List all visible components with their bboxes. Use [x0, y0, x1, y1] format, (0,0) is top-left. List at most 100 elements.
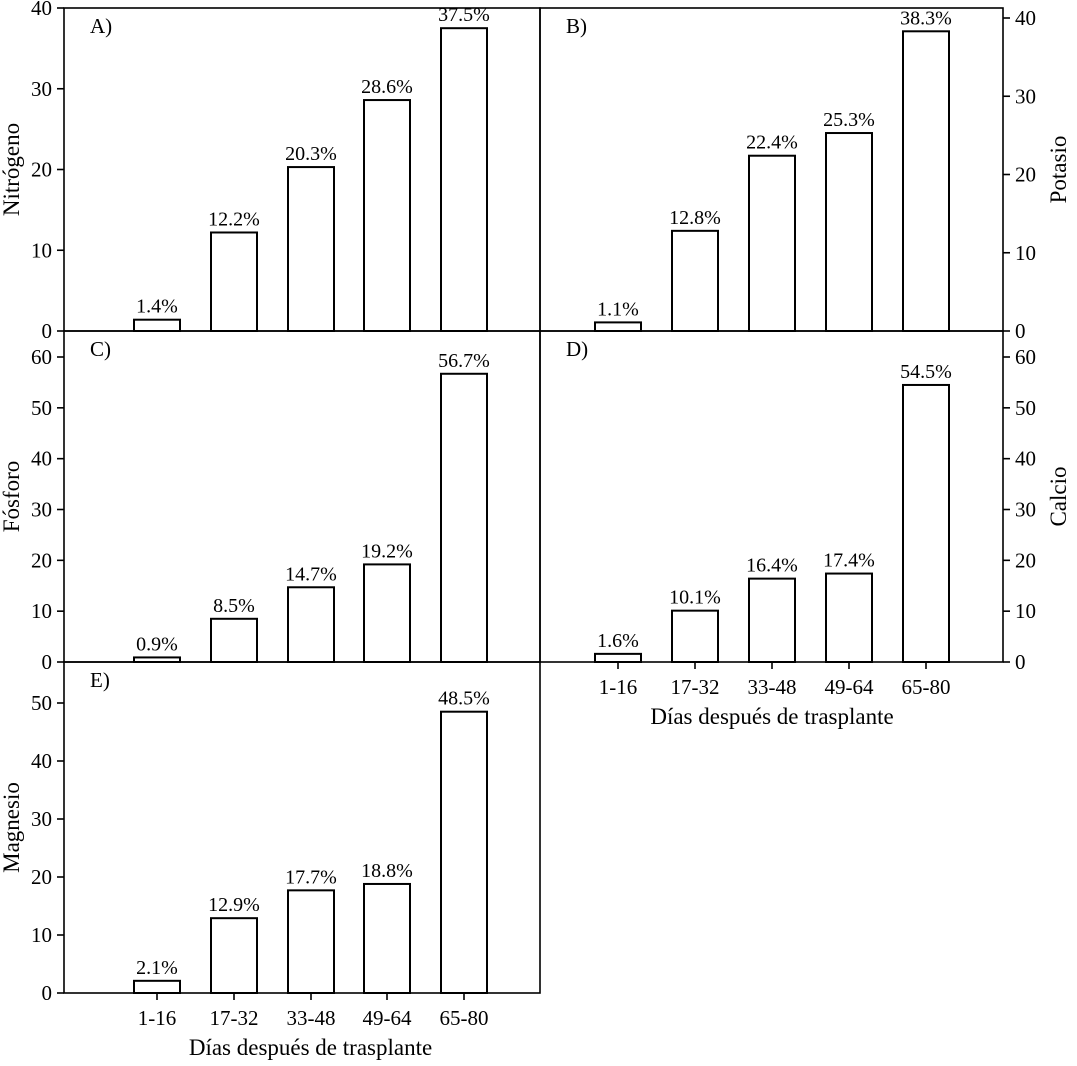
panel-label: E): [90, 668, 110, 692]
x-tick-label: 17-32: [671, 675, 720, 699]
data-label: 16.4%: [746, 555, 798, 577]
bar-17-32: [671, 229, 719, 332]
y-tick-label: 60: [31, 345, 52, 369]
bar-65-80: [902, 30, 950, 333]
data-label: 19.2%: [361, 540, 413, 562]
x-tick-label: 49-64: [363, 1006, 412, 1030]
data-label: 18.8%: [361, 860, 413, 882]
data-label: 22.4%: [746, 132, 798, 154]
y-tick-label: 20: [31, 158, 52, 182]
y-tick-label: 10: [1015, 241, 1036, 265]
bar-49-64: [363, 882, 411, 995]
y-axis-label: Calcio: [1046, 466, 1071, 526]
panel-label: B): [566, 14, 587, 38]
bar-49-64: [363, 563, 411, 664]
data-label: 1.4%: [136, 296, 178, 318]
data-label: 10.1%: [669, 587, 721, 609]
bar-17-32: [210, 917, 258, 994]
x-tick-label: 65-80: [440, 1006, 489, 1030]
bar-65-80: [440, 710, 488, 994]
bar-33-48: [287, 166, 335, 332]
data-label: 38.3%: [900, 7, 952, 29]
x-axis-title: Días después de trasplante: [650, 704, 893, 729]
y-tick-label: 10: [31, 599, 52, 623]
bar-33-48: [748, 577, 796, 664]
bar-1-16: [594, 321, 642, 332]
panel-label: C): [90, 337, 111, 361]
bar-65-80: [902, 383, 950, 663]
y-tick-label: 0: [42, 319, 53, 343]
y-tick-label: 40: [1015, 6, 1036, 30]
y-tick-label: 0: [1015, 650, 1026, 674]
x-axis-title: Días después de trasplante: [189, 1035, 432, 1060]
y-tick-label: 30: [1015, 498, 1036, 522]
data-label: 12.2%: [208, 208, 260, 230]
y-tick-label: 30: [31, 77, 52, 101]
data-label: 1.1%: [597, 298, 639, 320]
panel-d: D) 0 10 20 30 40 50 60 Calcio 1.6% 10.1% 16.4% 17.4%…: [539, 330, 1071, 729]
bar-33-48: [287, 586, 335, 664]
y-tick-label: 0: [1015, 319, 1026, 343]
y-tick-label: 30: [1015, 84, 1036, 108]
bar-49-64: [825, 572, 873, 663]
panel-label: A): [90, 14, 112, 38]
y-tick-label: 20: [1015, 163, 1036, 187]
y-tick-label: 50: [31, 396, 52, 420]
bar-1-16: [133, 318, 181, 333]
bar-17-32: [671, 609, 719, 663]
bar-49-64: [825, 132, 873, 332]
x-tick-label: 1-16: [138, 1006, 177, 1030]
bar-65-80: [440, 27, 488, 332]
data-label: 17.7%: [285, 866, 337, 888]
bar-1-16: [594, 652, 642, 663]
data-label: 25.3%: [823, 109, 875, 131]
y-tick-label: 40: [31, 749, 52, 773]
y-axis-label: Potasio: [1046, 136, 1071, 204]
y-axis-label: Magnesio: [0, 782, 24, 873]
bar-17-32: [210, 617, 258, 664]
y-axis-label: Fósforo: [0, 461, 24, 533]
y-tick-label: 50: [31, 691, 52, 715]
data-label: 54.5%: [900, 361, 952, 383]
data-label: 56.7%: [438, 350, 490, 372]
panel-e: E) 0 10 20 30 40 50 Magnesio 2.1% 12.9% 17.7% 18.8%…: [0, 661, 541, 1060]
y-tick-label: 20: [1015, 548, 1036, 572]
panel-b: B) 0 10 20 30 40 Potasio 1.1% 12.8% 22.4% 25.3% 38.…: [539, 6, 1071, 343]
data-label: 12.9%: [208, 894, 260, 916]
x-tick-label: 1-16: [599, 675, 638, 699]
bar-1-16: [133, 979, 181, 995]
y-tick-label: 0: [42, 981, 53, 1005]
data-label: 8.5%: [213, 595, 255, 617]
x-tick-label: 49-64: [825, 675, 874, 699]
y-tick-label: 0: [42, 650, 53, 674]
data-label: 0.9%: [136, 633, 178, 655]
y-tick-label: 40: [1015, 447, 1036, 471]
panel-label: D): [566, 337, 588, 361]
x-tick-label: 33-48: [748, 675, 797, 699]
y-tick-label: 10: [1015, 599, 1036, 623]
y-tick-label: 40: [31, 0, 52, 20]
y-tick-label: 40: [31, 447, 52, 471]
data-label: 17.4%: [823, 550, 875, 572]
data-label: 20.3%: [285, 143, 337, 165]
x-tick-label: 65-80: [902, 675, 951, 699]
data-label: 28.6%: [361, 76, 413, 98]
bar-65-80: [440, 372, 488, 663]
data-label: 48.5%: [438, 688, 490, 710]
panel-c: C) 0 10 20 30 40 50 60 Fósforo 0.9% 8.5% 14.7% 19.2%…: [0, 330, 541, 674]
panel-a: A) 0 10 20 30 40 Nitrógeno 1.4% 12.2% 20.3% 28.6% 3…: [0, 0, 541, 343]
y-axis-label: Nitrógeno: [0, 123, 24, 216]
data-label: 37.5%: [438, 4, 490, 26]
y-tick-label: 20: [31, 548, 52, 572]
y-tick-label: 50: [1015, 396, 1036, 420]
y-tick-label: 20: [31, 865, 52, 889]
bar-33-48: [287, 889, 335, 995]
bar-17-32: [210, 231, 258, 332]
y-tick-label: 30: [31, 498, 52, 522]
data-label: 1.6%: [597, 630, 639, 652]
x-tick-label: 33-48: [287, 1006, 336, 1030]
data-label: 12.8%: [669, 207, 721, 229]
bar-33-48: [748, 154, 796, 332]
bar-49-64: [363, 99, 411, 333]
